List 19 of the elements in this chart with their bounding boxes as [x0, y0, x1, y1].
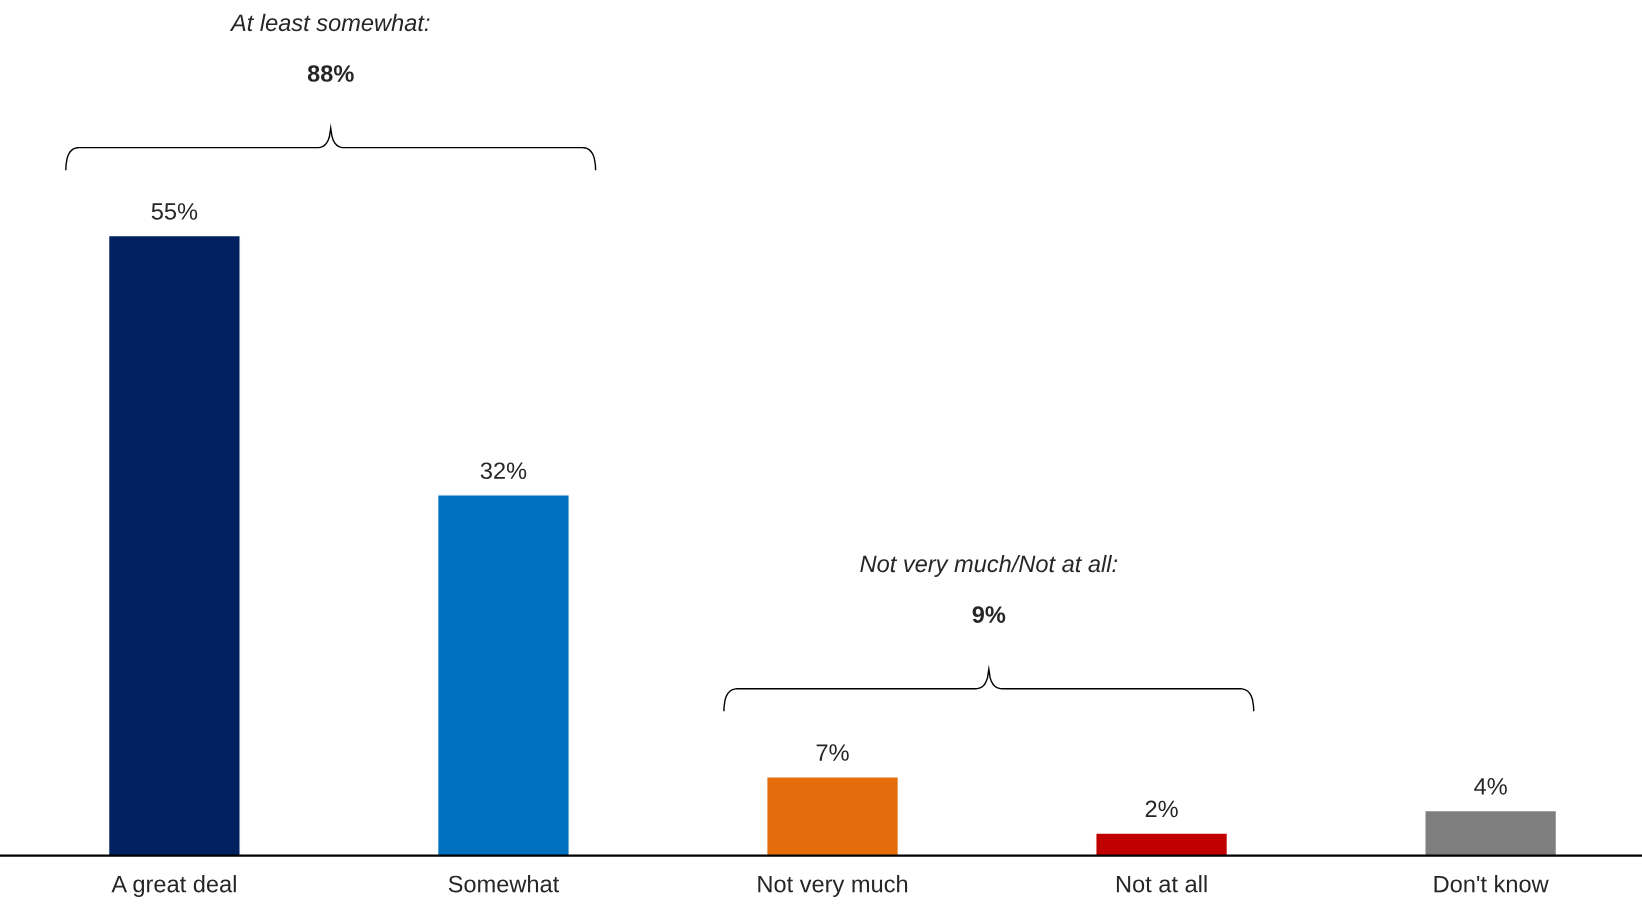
annotation: Not very much/Not at all:	[860, 554, 1118, 577]
bar	[107, 234, 241, 856]
data-label: 32%	[480, 462, 527, 480]
data-label: 7%	[816, 744, 849, 761]
x-tick-label: Somewhat	[448, 875, 560, 893]
x-tick-label: Not very much	[758, 875, 908, 898]
x-tick-label: Not at all	[1116, 875, 1207, 893]
text: At least somewhat:	[229, 13, 430, 32]
data-label: 4%	[1474, 778, 1507, 795]
x-tick-label: A great deal	[111, 875, 236, 898]
bar	[436, 494, 570, 856]
data-label: 2%	[1145, 800, 1178, 818]
bar	[1095, 832, 1229, 856]
bar	[1424, 809, 1558, 856]
data-label: 55%	[151, 203, 198, 220]
text: 88%	[307, 65, 354, 82]
annotation: 9%	[972, 606, 1006, 623]
bar	[766, 775, 900, 856]
x-tick-label: Don't know	[1434, 875, 1549, 893]
